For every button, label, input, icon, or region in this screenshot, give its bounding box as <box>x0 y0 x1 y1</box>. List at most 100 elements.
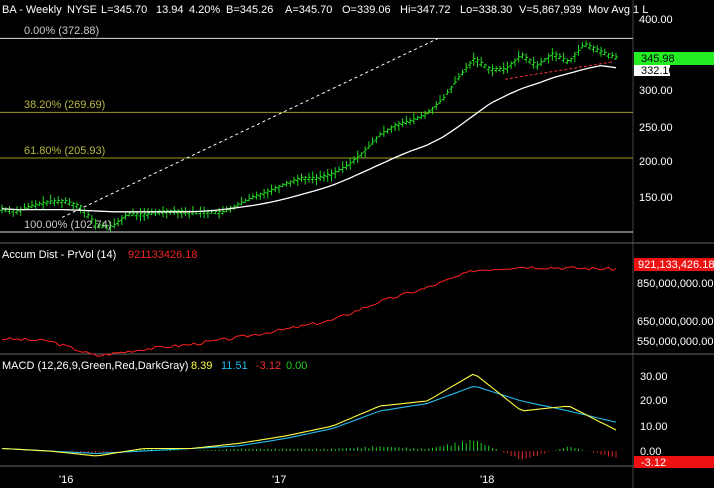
price-bar <box>247 194 252 202</box>
price-bar <box>606 53 611 59</box>
price-bar <box>325 169 330 182</box>
price-bar <box>63 197 68 205</box>
price-bar <box>295 174 300 186</box>
price-bar <box>524 53 529 63</box>
ad-tick: 850,000,000.00 <box>637 278 713 290</box>
price-bar <box>7 205 12 215</box>
price-bar <box>288 180 293 187</box>
header-low: Lo=338.30 <box>460 4 512 16</box>
price-bar <box>396 120 401 131</box>
price-bar <box>307 172 311 183</box>
fib-label-100: 100.00% (102.74) <box>24 219 111 231</box>
price-bar <box>29 200 34 209</box>
price-bar <box>108 221 113 232</box>
price-bar <box>610 52 615 59</box>
price-bar <box>490 64 495 77</box>
price-bar <box>41 196 46 211</box>
price-bar <box>78 204 83 214</box>
price-bar <box>467 60 472 69</box>
price-bar <box>456 73 461 81</box>
price-panel <box>0 37 633 233</box>
price-bar <box>329 169 334 182</box>
price-bar <box>164 208 169 219</box>
price-bar <box>254 191 259 200</box>
price-bar <box>280 183 285 187</box>
price-bar <box>482 63 487 69</box>
price-bar <box>3 207 8 213</box>
price-bar <box>400 118 405 127</box>
price-bar <box>299 173 304 182</box>
header-ask: A=345.70 <box>285 4 332 16</box>
price-bar <box>153 209 158 216</box>
macd-value: 8.39 <box>191 360 212 372</box>
price-bar <box>501 62 506 75</box>
price-bar <box>404 115 409 125</box>
price-bar <box>146 208 151 219</box>
price-bar <box>340 161 345 173</box>
price-bar <box>321 171 326 182</box>
price-bar <box>430 106 435 115</box>
price-bar <box>449 85 454 94</box>
price-bar <box>378 131 383 137</box>
price-bar <box>569 57 574 63</box>
price-bar <box>381 125 386 137</box>
price-bar <box>202 206 207 219</box>
price-tick: 300.00 <box>639 85 673 97</box>
price-bar <box>303 175 308 185</box>
price-bar <box>591 45 596 53</box>
price-bar <box>101 221 106 228</box>
price-tick: 200.00 <box>639 156 673 168</box>
x-axis-label: '17 <box>272 474 286 486</box>
fib-label-0: 0.00% (372.88) <box>24 25 99 37</box>
price-bar <box>112 218 117 229</box>
price-bar <box>348 157 353 170</box>
price-bar <box>273 185 278 192</box>
price-bar <box>389 125 394 133</box>
price-bar <box>587 42 592 50</box>
price-bar <box>18 206 23 216</box>
support-line <box>504 61 613 80</box>
price-tick: 250.00 <box>639 122 673 134</box>
price-bar <box>239 196 244 206</box>
price-bar <box>37 201 42 206</box>
price-bar <box>262 188 267 199</box>
zero-value: 0.00 <box>286 360 307 372</box>
fib-label-382: 38.20% (269.69) <box>24 99 105 111</box>
price-bar <box>314 174 319 186</box>
price-bar <box>123 211 128 220</box>
price-bar <box>44 200 49 207</box>
price-bar <box>550 48 555 61</box>
price-bar <box>104 224 109 231</box>
price-bar <box>355 150 360 163</box>
price-bar <box>497 65 502 72</box>
price-bar <box>74 201 79 209</box>
price-bar <box>580 42 585 49</box>
price-bar <box>235 201 240 208</box>
price-bar <box>565 58 570 65</box>
price-bar <box>595 45 600 53</box>
header-high: Hi=347.72 <box>400 4 450 16</box>
price-bar <box>471 52 476 66</box>
trendline <box>61 37 439 218</box>
price-bar <box>86 211 91 219</box>
price-bar <box>374 136 379 144</box>
price-bar <box>441 94 446 101</box>
price-bar <box>52 197 57 207</box>
ad-tick: 650,000,000.00 <box>637 316 713 328</box>
ad-tag: 921,133,426.18 <box>638 259 714 271</box>
price-bar <box>220 205 225 215</box>
price-bar <box>531 56 536 69</box>
price-bar <box>116 218 121 227</box>
price-bar <box>89 215 94 224</box>
price-tick: 400.00 <box>639 14 673 26</box>
price-bar <box>134 211 139 221</box>
price-bar <box>318 170 323 181</box>
price-bar <box>190 205 195 216</box>
ad-value: 921133426.18 <box>128 249 198 261</box>
price-bar <box>385 128 390 134</box>
price-bar <box>561 52 566 63</box>
price-bar <box>175 209 180 219</box>
price-bar <box>475 56 480 68</box>
price-bar <box>434 101 439 110</box>
